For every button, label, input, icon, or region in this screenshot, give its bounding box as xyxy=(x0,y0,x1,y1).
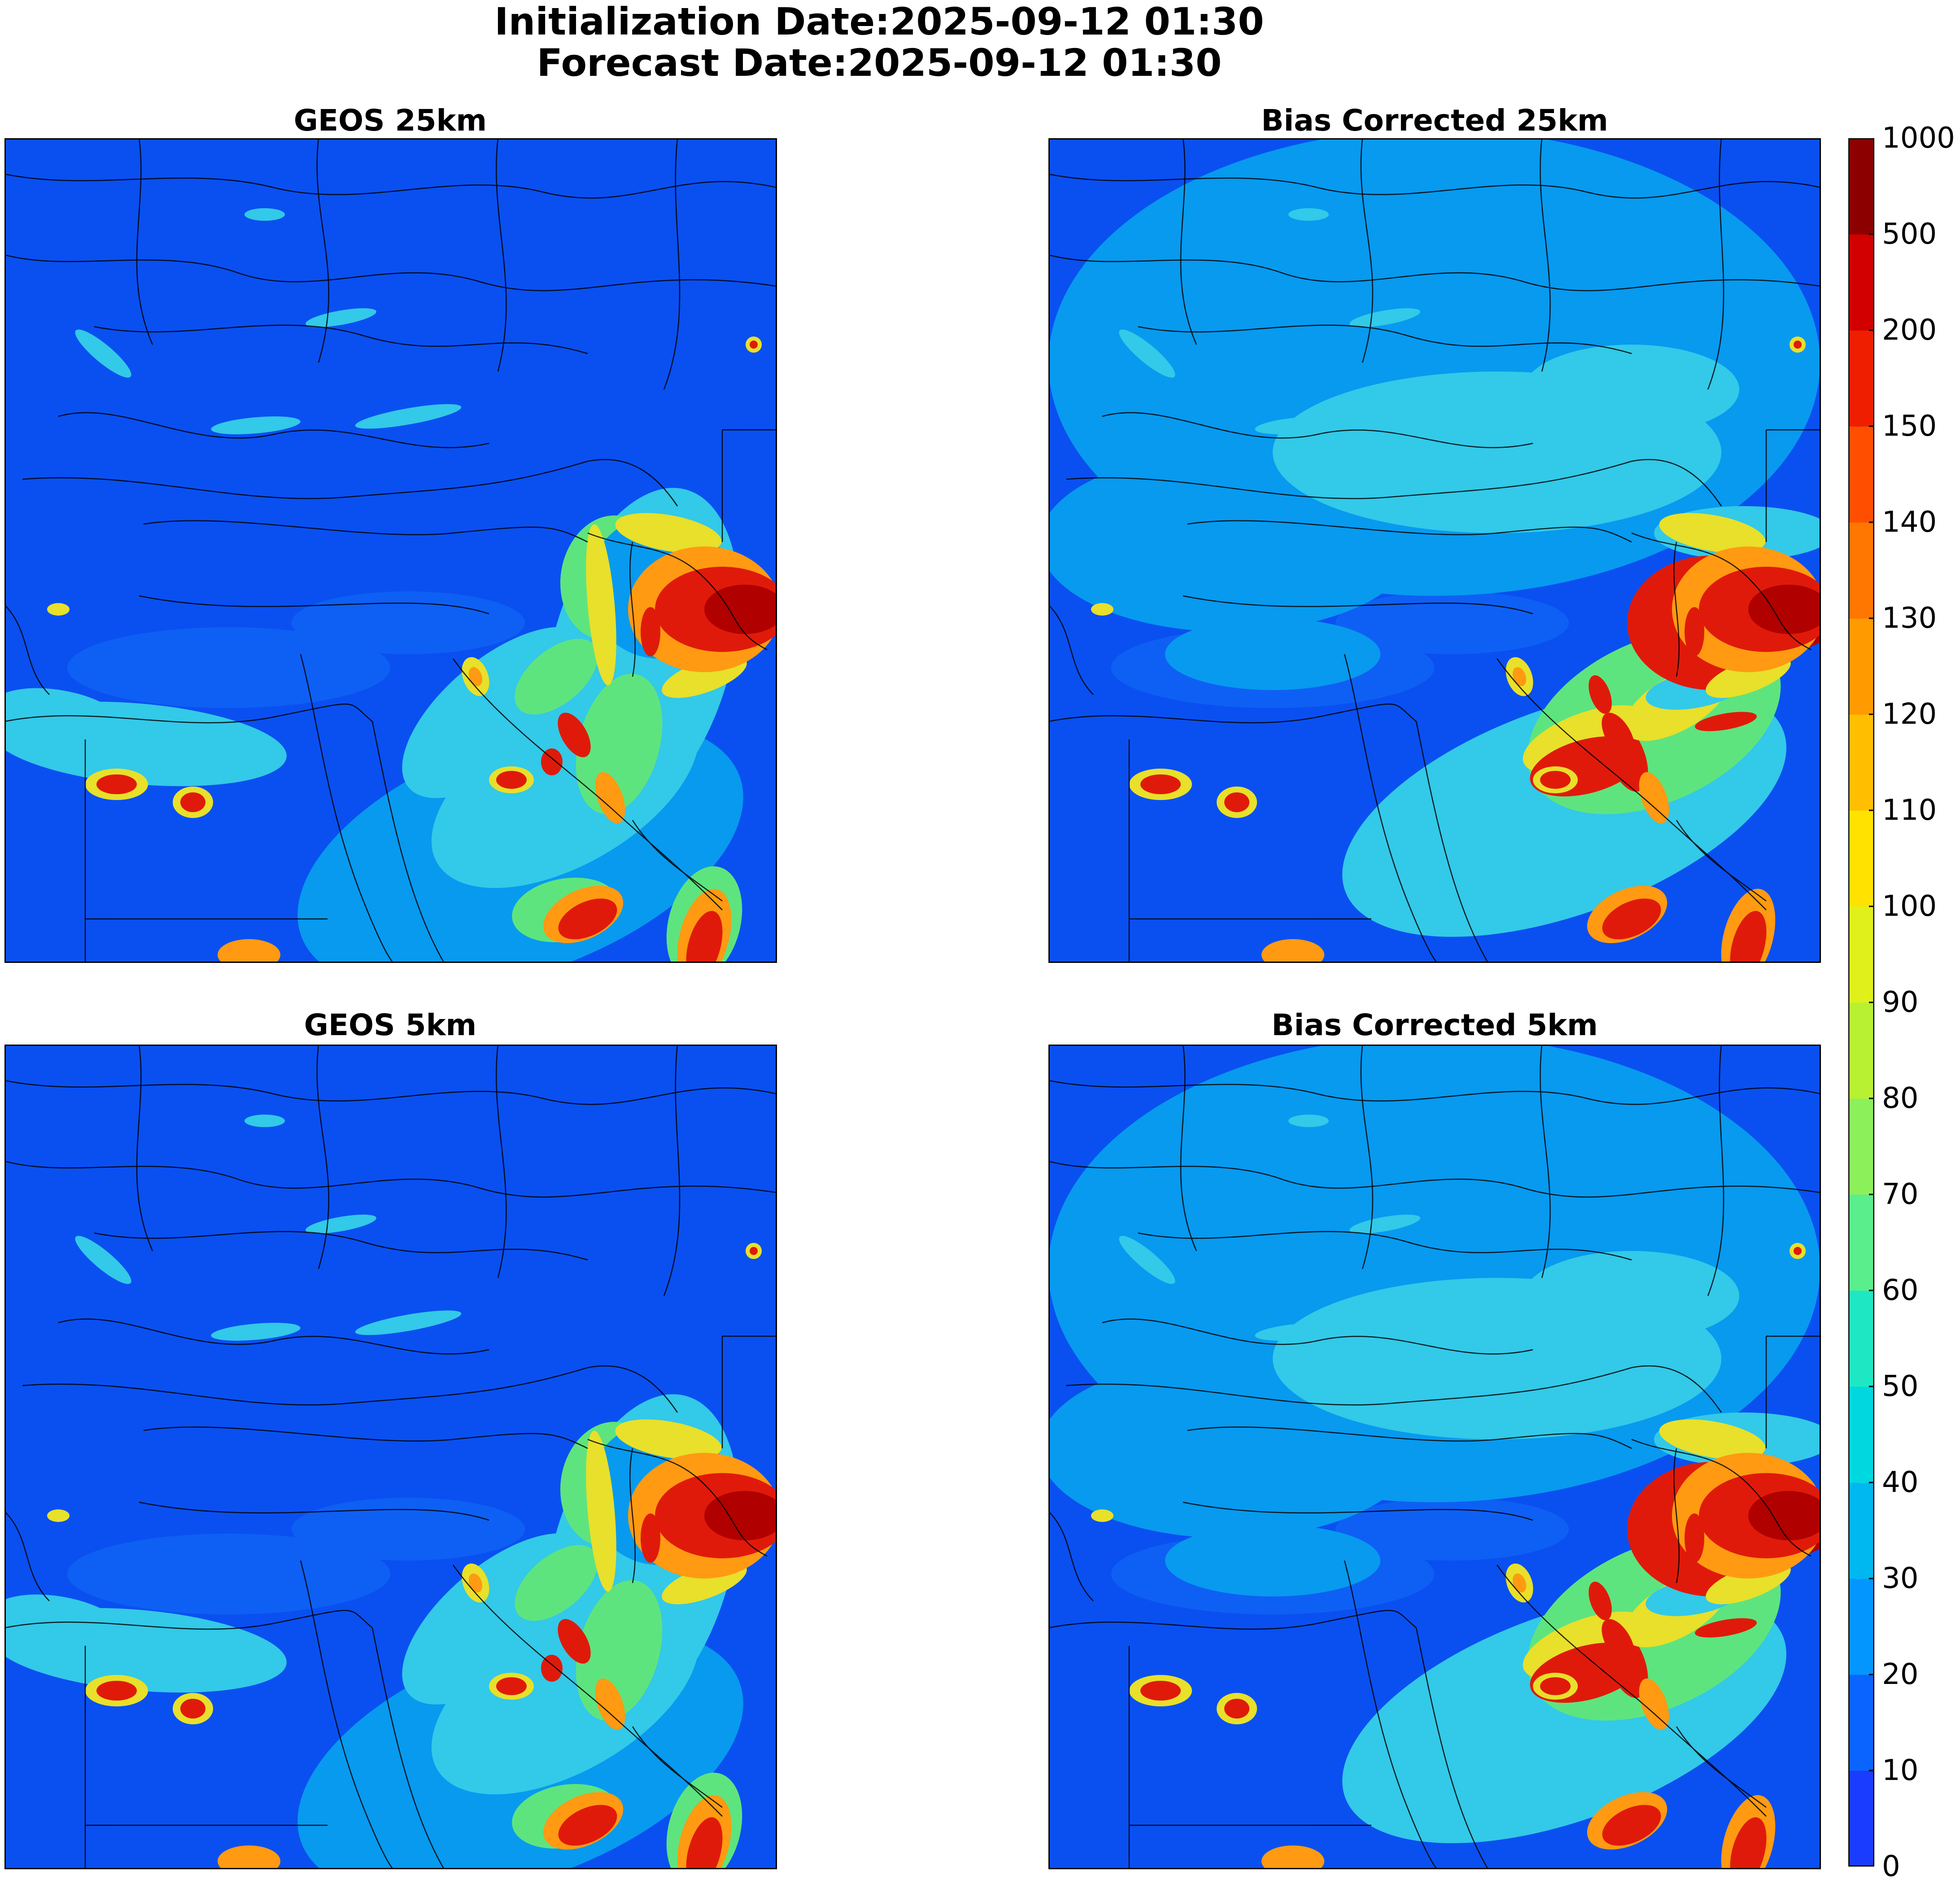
colorbar-bin-1 xyxy=(1848,1675,1874,1771)
colorbar-bin-4 xyxy=(1848,1386,1874,1483)
colorbar-bin-6 xyxy=(1848,1194,1874,1291)
colorbar-tick-label: 30 xyxy=(1882,1562,1919,1595)
colorbar-tick-label: 120 xyxy=(1882,698,1937,731)
colorbar-bin-12 xyxy=(1848,618,1874,715)
colorbar-tick-label: 500 xyxy=(1882,218,1937,251)
colorbar-tick-label: 60 xyxy=(1882,1274,1919,1307)
colorbar-tick-label: 10 xyxy=(1882,1754,1919,1787)
colorbar-bin-8 xyxy=(1848,1002,1874,1099)
map-panel-geos-5km xyxy=(4,1045,777,1869)
colorbar-tick-label: 90 xyxy=(1882,986,1919,1019)
colorbar-tick-label: 50 xyxy=(1882,1370,1919,1403)
colorbar-tick-label: 130 xyxy=(1882,602,1937,635)
panel-title-bias-corrected-5km: Bias Corrected 5km xyxy=(1271,1008,1598,1042)
colorbar-tick-label: 200 xyxy=(1882,314,1937,347)
colorbar-tick-label: 110 xyxy=(1882,794,1937,827)
colorbar-tick-label: 1000 xyxy=(1882,122,1955,155)
figure-title-forecast: Forecast Date:2025-09-12 01:30 xyxy=(537,41,1222,85)
colorbar-bin-9 xyxy=(1848,906,1874,1003)
colorbar-bin-7 xyxy=(1848,1098,1874,1195)
colorbar-bin-14 xyxy=(1848,426,1874,523)
colorbar-bin-3 xyxy=(1848,1482,1874,1579)
panel-title-geos-25km: GEOS 25km xyxy=(293,103,487,138)
colorbar-bin-0 xyxy=(1848,1771,1874,1867)
map-panel-bias-corrected-5km xyxy=(1048,1045,1821,1869)
colorbar-bin-2 xyxy=(1848,1579,1874,1675)
figure-title-initialization: Initialization Date:2025-09-12 01:30 xyxy=(494,0,1264,44)
colorbar-bin-15 xyxy=(1848,330,1874,427)
panel-title-geos-5km: GEOS 5km xyxy=(304,1008,477,1042)
colorbar-bin-13 xyxy=(1848,522,1874,619)
colorbar-bin-5 xyxy=(1848,1290,1874,1387)
colorbar-bin-10 xyxy=(1848,810,1874,907)
colorbar-tick-label: 100 xyxy=(1882,890,1937,923)
colorbar-tick-label: 20 xyxy=(1882,1658,1919,1691)
colorbar-tick-label: 40 xyxy=(1882,1466,1919,1499)
colorbar-tick-label: 80 xyxy=(1882,1082,1919,1115)
panel-title-bias-corrected-25km: Bias Corrected 25km xyxy=(1261,103,1608,138)
map-panel-bias-corrected-25km xyxy=(1048,138,1821,963)
colorbar-tick-label: 150 xyxy=(1882,410,1937,443)
colorbar xyxy=(1848,138,1874,1867)
colorbar-bin-17 xyxy=(1848,138,1874,235)
colorbar-bin-16 xyxy=(1848,234,1874,331)
map-panel-geos-25km xyxy=(4,138,777,963)
colorbar-tick-label: 140 xyxy=(1882,506,1937,539)
colorbar-tick-label: 70 xyxy=(1882,1178,1919,1211)
colorbar-bin-11 xyxy=(1848,714,1874,811)
colorbar-tick-label: 0 xyxy=(1882,1850,1900,1883)
